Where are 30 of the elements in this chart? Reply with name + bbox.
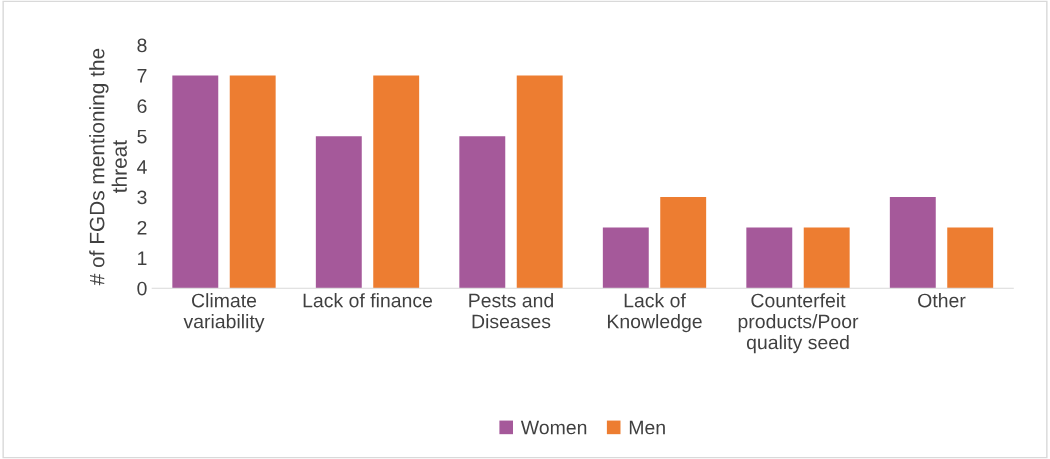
bar <box>373 75 420 289</box>
bar <box>746 227 793 289</box>
x-tick-label: Counterfeit products/Poor quality seed <box>738 293 859 354</box>
bar <box>459 136 506 289</box>
legend-label: Men <box>629 420 665 435</box>
bar <box>947 227 994 289</box>
y-tick-label: 8 <box>137 38 147 53</box>
x-tick-label: Pests and Diseases <box>469 293 553 329</box>
y-tick-label: 3 <box>137 190 147 205</box>
bar <box>889 197 936 289</box>
bar <box>229 75 276 289</box>
y-tick-label: 2 <box>137 220 147 235</box>
y-tick-label: 4 <box>137 160 147 174</box>
y-tick-label: 7 <box>137 69 147 83</box>
bar <box>660 197 707 289</box>
y-tick-label: 6 <box>137 99 147 114</box>
x-tick-label: Climate variability <box>183 293 265 333</box>
legend-label: Women <box>520 420 587 435</box>
y-tick-label: 5 <box>137 129 147 144</box>
x-tick-label: Lack of finance <box>303 293 433 308</box>
bar <box>315 136 362 289</box>
bar <box>516 75 563 289</box>
x-tick-label: Other <box>918 293 966 308</box>
x-tick-label: Lack of Knowledge <box>607 293 702 333</box>
bar <box>172 75 219 289</box>
y-axis-title: # of FGDs mentioning the threat <box>89 48 127 286</box>
y-tick-label: 1 <box>138 251 147 265</box>
y-tick-label: 0 <box>137 281 147 296</box>
bar <box>602 227 649 289</box>
bar <box>803 227 850 289</box>
